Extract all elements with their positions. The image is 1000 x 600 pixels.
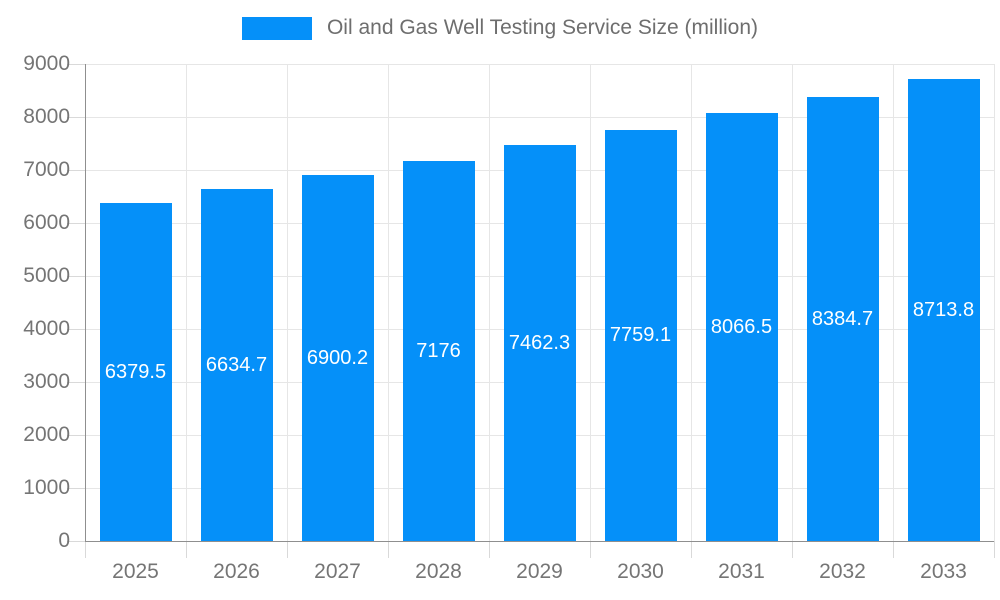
y-axis-label: 9000	[23, 52, 70, 75]
y-axis-label: 8000	[23, 105, 70, 128]
y-axis-label: 3000	[23, 370, 70, 393]
x-axis-line	[85, 541, 994, 542]
x-axis-label: 2027	[314, 560, 361, 583]
x-axis-label: 2028	[415, 560, 462, 583]
bar-2029[interactable]	[503, 145, 576, 541]
legend-label: Oil and Gas Well Testing Service Size (m…	[326, 16, 759, 39]
x-axis-tick	[893, 541, 894, 558]
bar-2031[interactable]	[705, 113, 778, 541]
y-axis-tick	[67, 382, 85, 383]
x-axis-tick	[287, 541, 288, 558]
gridline-vertical	[388, 64, 389, 541]
x-axis-label: 2026	[213, 560, 260, 583]
y-axis-label: 6000	[23, 211, 70, 234]
bar-2032[interactable]	[806, 96, 879, 541]
y-axis-label: 5000	[23, 264, 70, 287]
gridline-vertical	[489, 64, 490, 541]
x-axis-label: 2029	[516, 560, 563, 583]
y-axis-line	[85, 64, 86, 542]
y-axis-tick	[67, 329, 85, 330]
y-axis-tick	[67, 117, 85, 118]
bar-2030[interactable]	[604, 129, 677, 541]
gridline-vertical	[287, 64, 288, 541]
y-axis-label: 4000	[23, 317, 70, 340]
x-axis-tick	[792, 541, 793, 558]
bar-2025[interactable]	[99, 202, 172, 541]
gridline-horizontal	[85, 64, 994, 65]
gridline-vertical	[994, 64, 995, 541]
legend: Oil and Gas Well Testing Service Size (m…	[0, 16, 1000, 40]
x-axis-tick	[388, 541, 389, 558]
y-axis-tick	[67, 170, 85, 171]
y-axis-tick	[67, 488, 85, 489]
y-axis-label: 1000	[23, 476, 70, 499]
y-axis-label: 2000	[23, 423, 70, 446]
x-axis-tick	[691, 541, 692, 558]
x-axis-label: 2030	[617, 560, 664, 583]
legend-item[interactable]: Oil and Gas Well Testing Service Size (m…	[241, 16, 759, 40]
x-axis-label: 2031	[718, 560, 765, 583]
x-axis-label: 2032	[819, 560, 866, 583]
y-axis-label: 0	[58, 529, 70, 552]
legend-swatch-icon	[241, 16, 312, 40]
bar-2028[interactable]	[402, 160, 475, 541]
y-axis-tick	[67, 541, 85, 542]
x-axis-label: 2033	[920, 560, 967, 583]
gridline-vertical	[792, 64, 793, 541]
bar-2026[interactable]	[200, 189, 273, 541]
y-axis-tick	[67, 435, 85, 436]
x-axis-tick	[590, 541, 591, 558]
y-axis-label: 7000	[23, 158, 70, 181]
x-axis-tick	[186, 541, 187, 558]
x-axis-label: 2025	[112, 560, 159, 583]
gridline-vertical	[893, 64, 894, 541]
x-axis-tick	[489, 541, 490, 558]
bar-2027[interactable]	[301, 175, 374, 541]
x-axis-tick	[85, 541, 86, 558]
bar-2033[interactable]	[907, 79, 980, 541]
gridline-vertical	[691, 64, 692, 541]
y-axis-tick	[67, 64, 85, 65]
gridline-vertical	[186, 64, 187, 541]
gridline-vertical	[590, 64, 591, 541]
x-axis-tick	[994, 541, 995, 558]
y-axis-tick	[67, 223, 85, 224]
gridline-horizontal	[85, 117, 994, 118]
y-axis-tick	[67, 276, 85, 277]
